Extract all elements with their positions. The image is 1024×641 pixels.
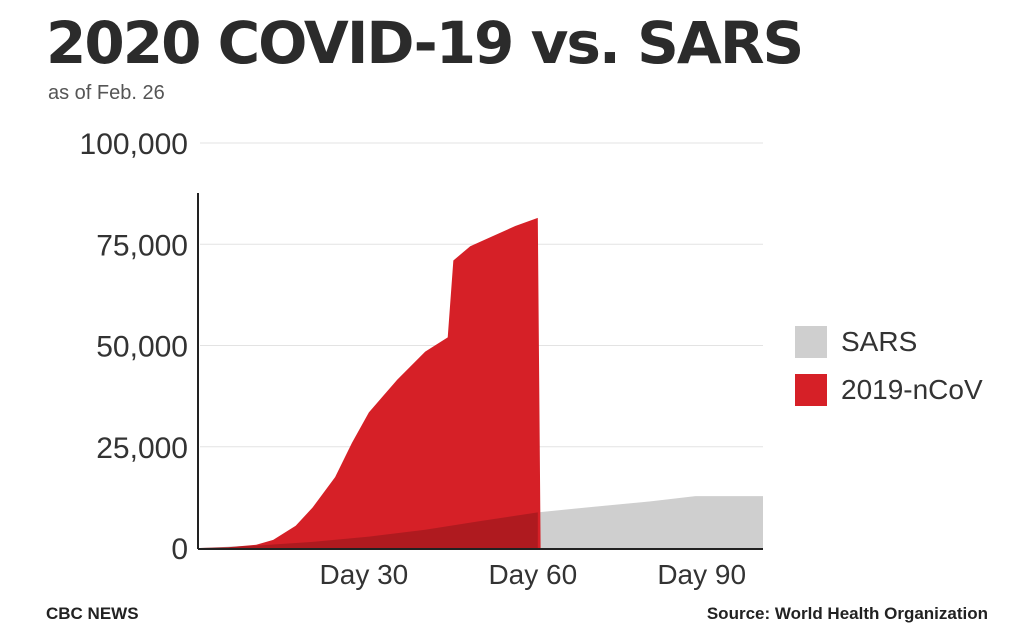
x-tick-label: Day 30: [320, 559, 409, 590]
y-tick-label: 50,000: [96, 331, 188, 364]
y-tick-label: 0: [171, 533, 188, 566]
legend: SARS 2019-nCoV: [795, 320, 983, 416]
y-tick-label: 75,000: [96, 229, 188, 262]
x-tick-label: Day 60: [488, 559, 577, 590]
x-tick-label: Day 90: [657, 559, 746, 590]
footer-credit: CBC NEWS: [46, 604, 139, 623]
legend-swatch-sars: [795, 326, 827, 358]
series-area-ncov: [200, 217, 541, 549]
y-tick-label: 25,000: [96, 432, 188, 465]
legend-label-sars: SARS: [841, 326, 918, 357]
series-overlap-sars: [200, 512, 538, 548]
chart-subtitle: as of Feb. 26: [48, 82, 165, 104]
chart-title: 2020 COVID-19 vs. SARS: [46, 9, 804, 77]
legend-swatch-ncov: [795, 374, 827, 406]
legend-item-ncov: 2019-nCoV: [795, 368, 983, 412]
legend-item-sars: SARS: [795, 320, 983, 364]
footer-source: Source: World Health Organization: [706, 604, 988, 623]
y-tick-label: 100,000: [80, 128, 188, 161]
legend-label-ncov: 2019-nCoV: [841, 374, 983, 405]
